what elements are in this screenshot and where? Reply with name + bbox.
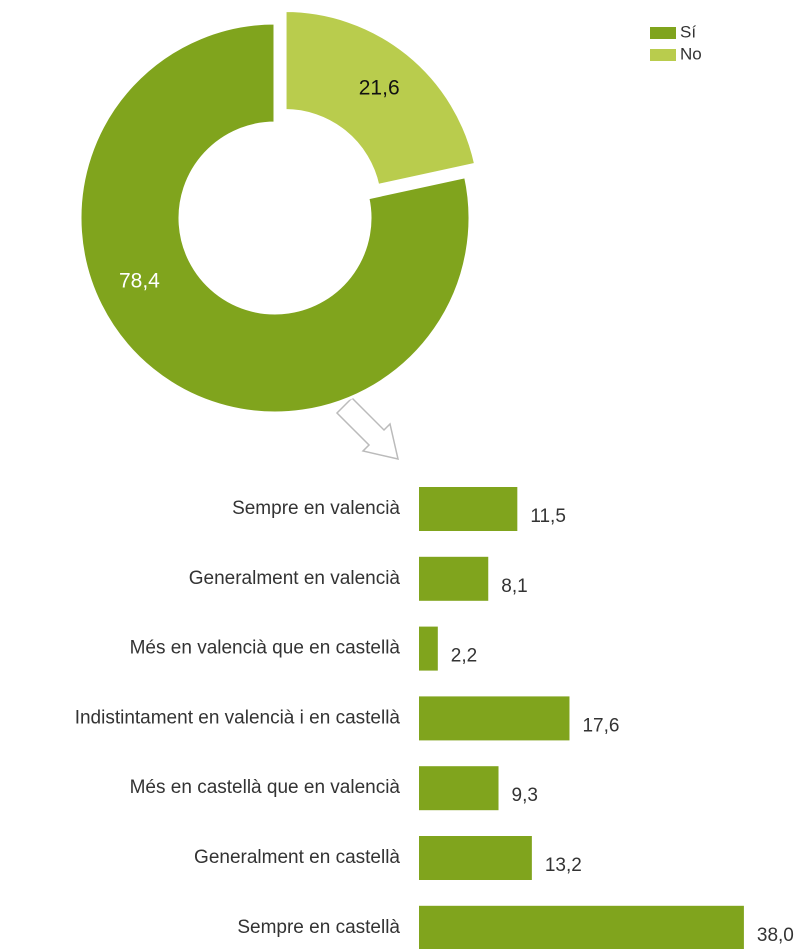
category-label: Sempre en valencià [232, 498, 400, 519]
bar [419, 905, 744, 949]
bar [419, 626, 438, 671]
category-label: Més en valencià que en castellà [130, 638, 401, 659]
data-label: 17,6 [582, 715, 619, 736]
data-label: 13,2 [545, 855, 582, 876]
bar [419, 696, 570, 741]
data-label: 2,2 [451, 646, 477, 667]
data-label: 38,0 [757, 925, 794, 946]
category-label: Generalment en valencià [189, 568, 401, 589]
legend-label: No [680, 44, 702, 63]
category-label: Sempre en castellà [237, 917, 400, 938]
data-label: 21,6 [359, 76, 400, 99]
bar [419, 487, 518, 531]
legend-swatch [650, 49, 676, 61]
data-label: 78,4 [119, 270, 160, 293]
data-label: 9,3 [512, 785, 538, 806]
arrow [335, 396, 399, 460]
data-label: 11,5 [530, 506, 566, 527]
category-label: Generalment en castellà [194, 847, 400, 868]
bar [419, 766, 499, 811]
category-label: Indistintament en valencià i en castellà [75, 707, 401, 728]
donut-slice [78, 21, 472, 415]
bar [419, 556, 489, 601]
legend-label: Sí [680, 22, 696, 41]
donut-slice [283, 9, 478, 188]
category-label: Més en castellà que en valencià [130, 777, 401, 798]
data-label: 8,1 [501, 576, 527, 597]
legend-swatch [650, 27, 676, 39]
bar [419, 836, 532, 880]
